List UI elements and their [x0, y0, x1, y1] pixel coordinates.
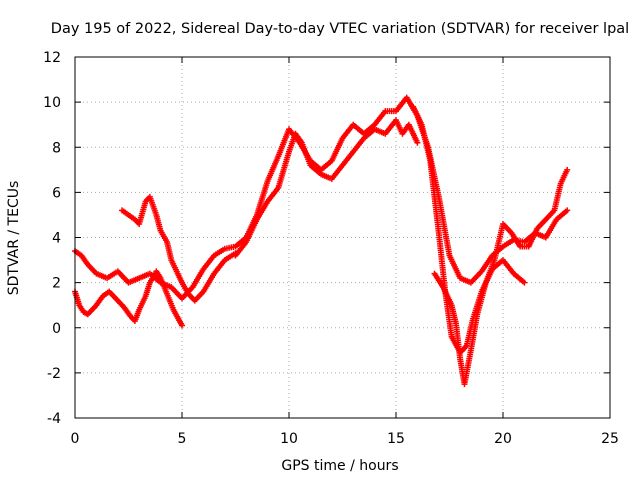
x-tick-label: 10 [280, 431, 298, 447]
data-points [72, 94, 571, 388]
x-tick-label: 0 [71, 431, 80, 447]
y-tick-label: -2 [47, 366, 61, 382]
y-tick-labels: -4 -2 0 2 4 6 8 10 12 [43, 50, 61, 427]
data-point [564, 166, 571, 173]
x-axis-label: GPS time / hours [281, 458, 398, 474]
y-tick-label: 4 [52, 231, 61, 247]
y-tick-label: 0 [52, 321, 61, 337]
axis-ticks [74, 56, 611, 419]
grid [75, 57, 610, 418]
x-tick-label: 5 [178, 431, 187, 447]
x-tick-labels: 0 5 10 15 20 25 [71, 431, 619, 447]
series-track-c [119, 193, 239, 304]
y-tick-label: 10 [43, 95, 61, 111]
x-tick-label: 20 [494, 431, 512, 447]
y-axis-label: SDTVAR / TECUs [6, 181, 22, 296]
data-point [521, 279, 528, 286]
data-point [414, 139, 421, 146]
series-track-f [431, 166, 571, 388]
x-tick-label: 25 [601, 431, 619, 447]
y-tick-label: 8 [52, 140, 61, 156]
y-tick-label: -4 [47, 411, 61, 427]
chart-title: Day 195 of 2022, Sidereal Day-to-day VTE… [51, 21, 629, 37]
y-tick-label: 12 [43, 50, 61, 66]
data-point [179, 322, 185, 329]
series-track-d [232, 117, 421, 259]
series-track-b [72, 268, 185, 329]
data-point [564, 207, 571, 214]
y-tick-label: 6 [52, 185, 61, 201]
y-tick-label: 2 [52, 276, 61, 292]
x-tick-label: 15 [387, 431, 405, 447]
